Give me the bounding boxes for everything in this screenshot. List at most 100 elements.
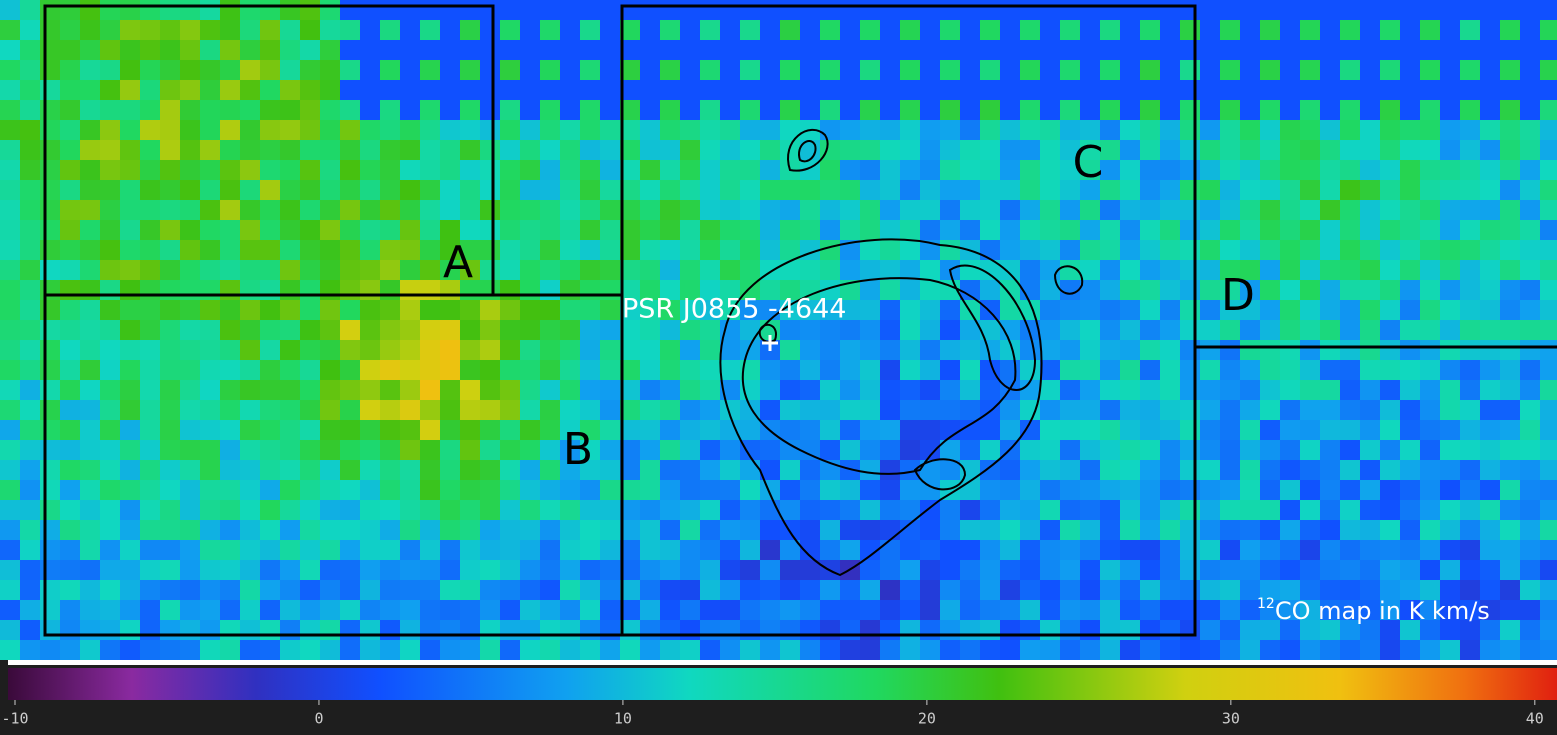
map-cell xyxy=(1280,280,1300,300)
map-cell xyxy=(320,320,340,340)
map-cell xyxy=(840,180,860,200)
map-cell xyxy=(1280,180,1300,200)
map-cell xyxy=(80,260,100,280)
map-cell xyxy=(660,560,680,580)
map-cell xyxy=(800,600,820,620)
map-cell xyxy=(440,500,460,520)
map-cell xyxy=(1160,380,1180,400)
map-cell xyxy=(860,120,880,140)
map-cell xyxy=(60,140,80,160)
map-cell xyxy=(580,220,600,240)
map-cell xyxy=(940,100,960,120)
map-cell xyxy=(80,380,100,400)
map-cell xyxy=(140,60,160,80)
map-cell xyxy=(680,540,700,560)
map-cell xyxy=(860,200,880,220)
map-cell xyxy=(1120,440,1140,460)
map-cell xyxy=(640,440,660,460)
map-cell xyxy=(320,80,340,100)
map-cell xyxy=(20,480,40,500)
map-cell xyxy=(540,160,560,180)
map-cell xyxy=(700,620,720,640)
map-cell xyxy=(440,540,460,560)
map-cell xyxy=(80,120,100,140)
map-cell xyxy=(560,60,580,80)
map-cell xyxy=(480,440,500,460)
map-cell xyxy=(960,360,980,380)
map-cell xyxy=(500,260,520,280)
map-cell xyxy=(200,560,220,580)
map-cell xyxy=(1000,220,1020,240)
map-cell xyxy=(1260,200,1280,220)
map-cell xyxy=(1040,360,1060,380)
map-cell xyxy=(1420,140,1440,160)
map-cell xyxy=(660,360,680,380)
map-cell xyxy=(1340,20,1360,40)
map-cell xyxy=(1160,100,1180,120)
map-cell xyxy=(1080,240,1100,260)
map-cell xyxy=(300,20,320,40)
map-cell xyxy=(160,620,180,640)
map-cell xyxy=(1180,580,1200,600)
map-cell xyxy=(920,600,940,620)
map-cell xyxy=(560,240,580,260)
map-cell xyxy=(540,100,560,120)
map-cell xyxy=(660,260,680,280)
map-cell xyxy=(640,420,660,440)
map-cell xyxy=(920,620,940,640)
map-cell xyxy=(500,0,520,20)
map-cell xyxy=(1400,160,1420,180)
map-cell xyxy=(520,500,540,520)
map-cell xyxy=(400,40,420,60)
map-cell xyxy=(80,300,100,320)
map-cell xyxy=(1120,140,1140,160)
map-cell xyxy=(640,480,660,500)
map-cell xyxy=(420,180,440,200)
map-cell xyxy=(440,320,460,340)
map-cell xyxy=(920,40,940,60)
map-cell xyxy=(1340,180,1360,200)
map-cell xyxy=(600,40,620,60)
map-cell xyxy=(680,160,700,180)
map-cell xyxy=(40,200,60,220)
map-cell xyxy=(340,0,360,20)
map-cell xyxy=(1200,20,1220,40)
map-cell xyxy=(880,300,900,320)
map-cell xyxy=(800,460,820,480)
map-cell xyxy=(100,260,120,280)
map-cell xyxy=(760,120,780,140)
map-cell xyxy=(640,500,660,520)
map-cell xyxy=(700,480,720,500)
map-cell xyxy=(1040,380,1060,400)
map-cell xyxy=(1080,480,1100,500)
map-cell xyxy=(0,600,20,620)
map-cell xyxy=(540,280,560,300)
map-cell xyxy=(1300,400,1320,420)
map-cell xyxy=(1340,420,1360,440)
map-cell xyxy=(420,360,440,380)
colorbar-tick-label: 30 xyxy=(1222,710,1240,728)
map-cell xyxy=(380,0,400,20)
map-cell xyxy=(1440,80,1460,100)
map-cell xyxy=(120,240,140,260)
map-cell xyxy=(840,120,860,140)
map-cell xyxy=(1420,60,1440,80)
map-cell xyxy=(400,80,420,100)
map-cell xyxy=(1180,600,1200,620)
map-cell xyxy=(280,600,300,620)
map-cell xyxy=(1480,440,1500,460)
map-cell xyxy=(1200,500,1220,520)
map-cell xyxy=(380,360,400,380)
map-cell xyxy=(1140,560,1160,580)
map-cell xyxy=(340,480,360,500)
map-cell xyxy=(1380,640,1400,660)
map-cell xyxy=(1260,560,1280,580)
map-cell xyxy=(1340,360,1360,380)
map-cell xyxy=(640,640,660,660)
map-cell xyxy=(460,500,480,520)
map-cell xyxy=(660,60,680,80)
map-cell xyxy=(1340,160,1360,180)
map-cell xyxy=(720,500,740,520)
map-cell xyxy=(1200,580,1220,600)
map-cell xyxy=(1300,0,1320,20)
